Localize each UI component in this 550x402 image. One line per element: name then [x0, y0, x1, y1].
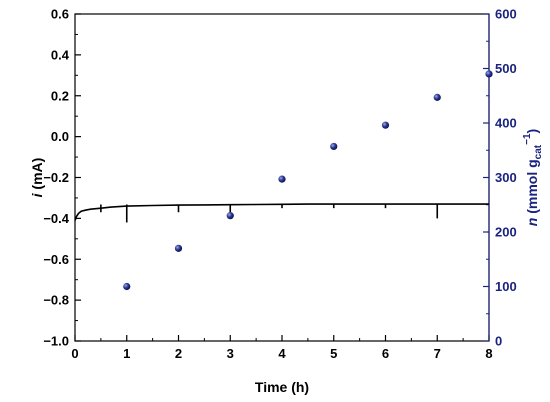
left-tick-label: 0.2 [51, 88, 69, 103]
right-tick-label: 300 [495, 170, 517, 185]
current-series [74, 203, 489, 223]
x-tick-label: 0 [71, 346, 78, 361]
right-tick-label: 0 [495, 334, 502, 349]
right-axis-title-close: ) [524, 129, 540, 134]
left-tick-label: 0.6 [51, 7, 69, 22]
left-axis-title-unit: (mA) [29, 158, 45, 194]
x-tick-label: 7 [434, 346, 441, 361]
left-tick-label: −0.6 [43, 252, 69, 267]
right-axis-title-unit: (mmol g [524, 159, 540, 217]
data-point [174, 244, 183, 252]
data-point [485, 70, 493, 78]
right-tick-label: 600 [495, 7, 517, 22]
right-axis-title-subscript: cat [533, 144, 544, 159]
left-axis-title: i (mA) [29, 158, 45, 198]
left-axis-title-symbol: i [29, 192, 45, 197]
left-tick-label: −0.2 [43, 170, 69, 185]
right-tick-label: 200 [495, 225, 517, 240]
x-tick-label: 8 [485, 346, 492, 361]
data-point [123, 282, 131, 291]
x-tick-label: 2 [175, 346, 182, 361]
right-axis-title-symbol: n [524, 218, 540, 227]
data-point [433, 93, 441, 101]
x-axis-title: Time (h) [255, 379, 309, 395]
left-tick-label: −0.4 [43, 211, 69, 226]
x-tick-label: 4 [278, 346, 286, 361]
data-point [226, 212, 234, 220]
tick-labels: 0 1 2 3 4 5 6 7 8 −1.0 −0.8 −0.6 −0.4 −0.2 0.0 0.2 0.4 0.… [43, 7, 516, 362]
right-tick-label: 400 [495, 116, 517, 131]
right-axis-title: n (mmol gcat−1) [522, 129, 544, 226]
left-tick-label: −0.8 [43, 293, 69, 308]
left-tick-label: 0.4 [51, 47, 70, 62]
x-tick-label: 3 [227, 346, 234, 361]
data-point [330, 142, 338, 151]
data-point [381, 121, 390, 129]
x-tick-label: 5 [330, 346, 337, 361]
right-tick-label: 500 [495, 61, 517, 76]
x-tick-label: 1 [123, 346, 130, 361]
left-tick-label: 0.0 [51, 129, 69, 144]
right-axis-title-superscript: −1 [522, 133, 533, 145]
amount-series [123, 70, 493, 291]
data-point [278, 175, 286, 183]
x-tick-label: 6 [382, 346, 389, 361]
right-tick-label: 100 [495, 279, 517, 294]
current-line [74, 203, 489, 221]
left-tick-label: −1.0 [43, 334, 69, 349]
